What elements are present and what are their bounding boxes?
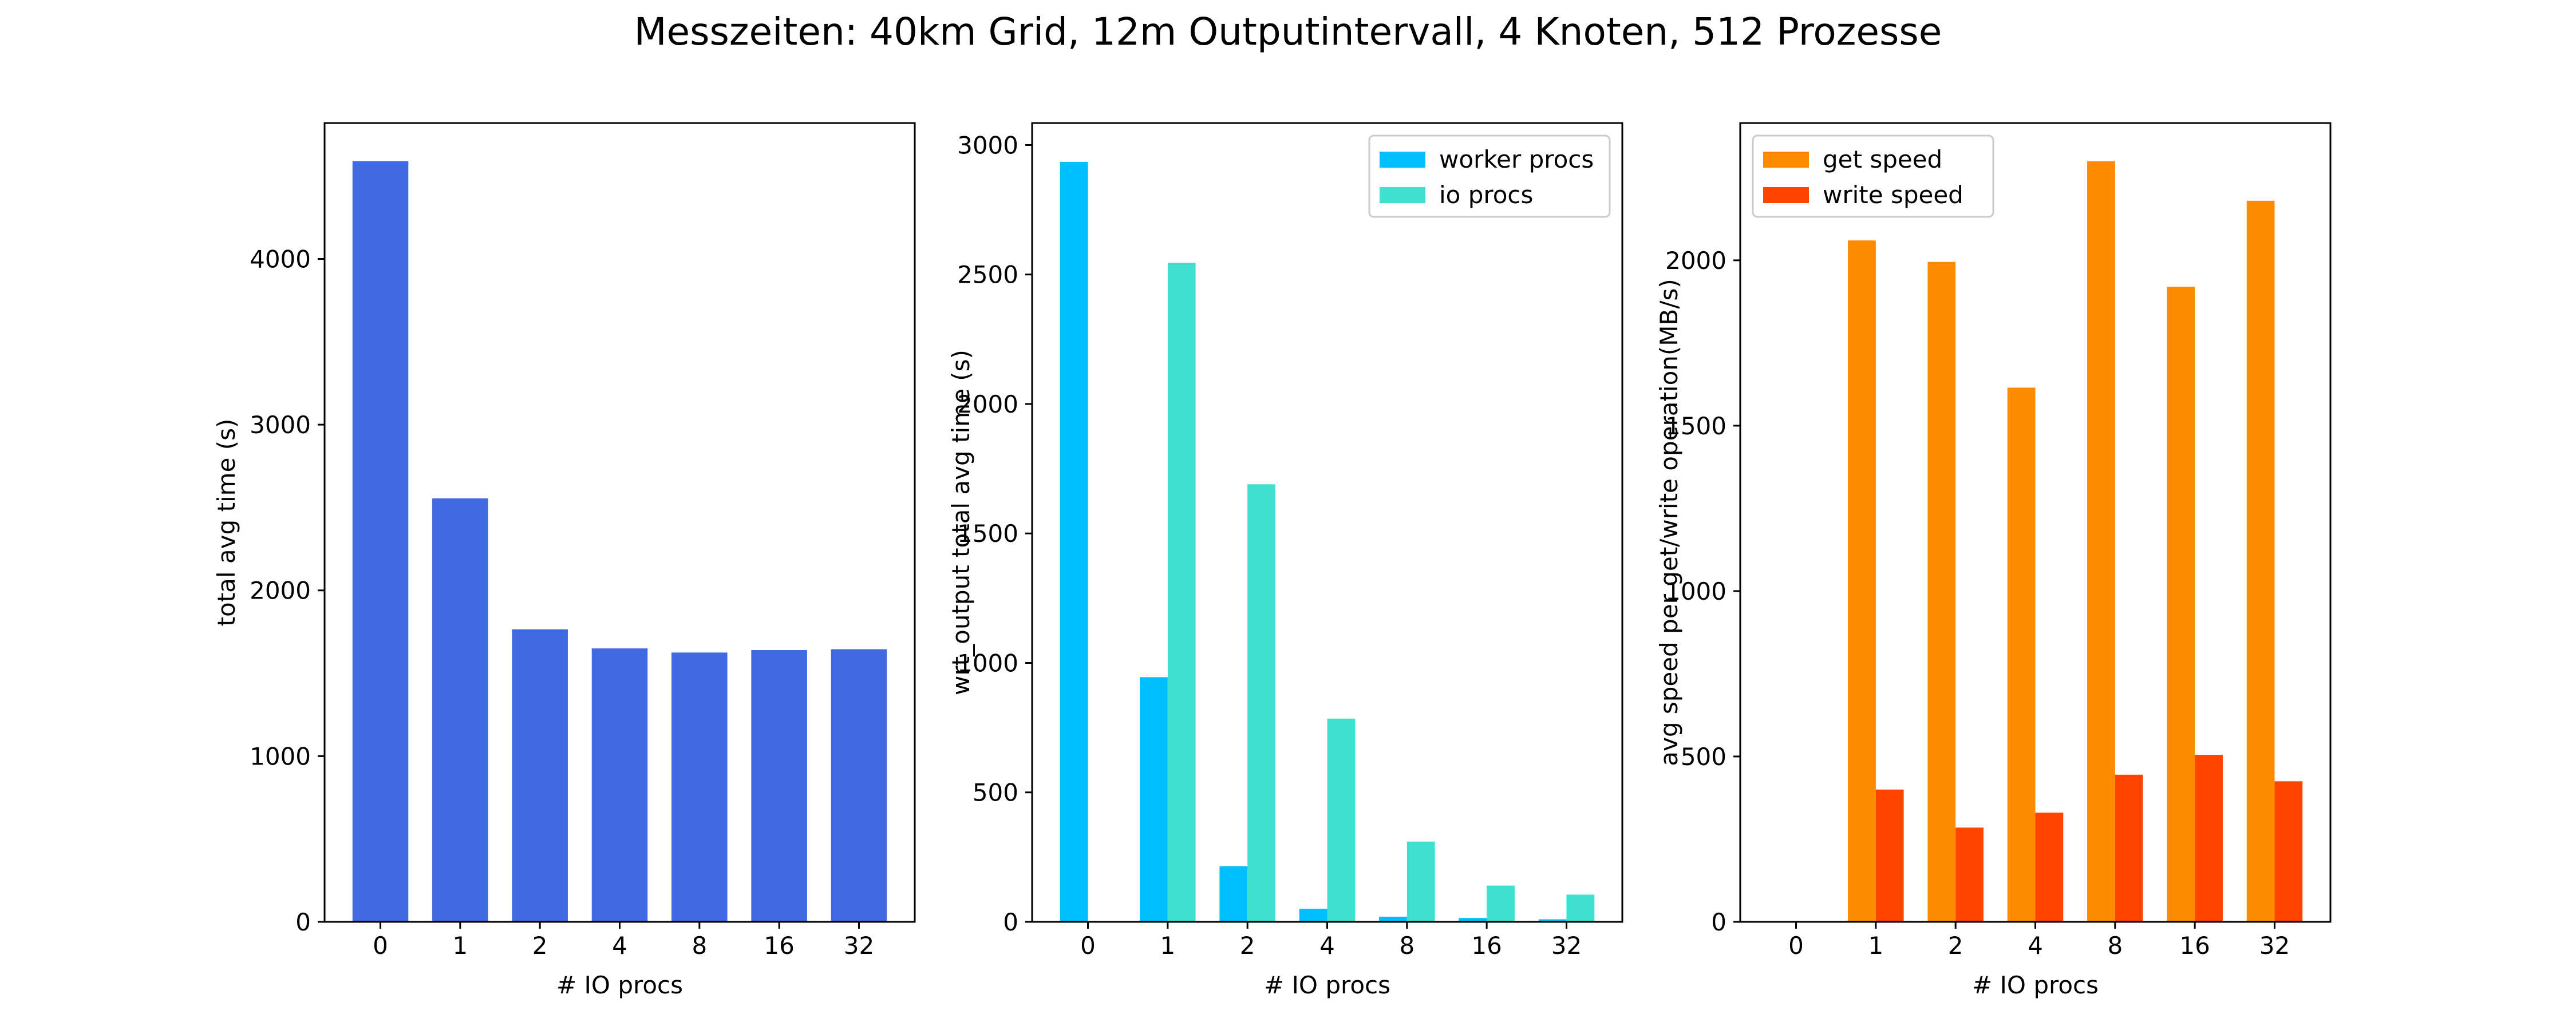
y-axis-label: avg speed per get/write operation(MB/s) xyxy=(1655,279,1683,766)
x-tick-label: 0 xyxy=(373,932,388,960)
bar-worker-procs-1 xyxy=(1140,677,1168,922)
x-tick-label: 16 xyxy=(1471,932,1502,960)
y-tick-label: 500 xyxy=(1681,743,1726,771)
y-tick-label: 500 xyxy=(973,779,1018,807)
x-tick-label: 4 xyxy=(1319,932,1335,960)
bar-write-speed-16 xyxy=(2195,755,2223,922)
x-tick-label: 32 xyxy=(844,932,874,960)
bar-value-16 xyxy=(751,650,807,922)
legend-label: get speed xyxy=(1823,145,1942,173)
x-tick-label: 1 xyxy=(1868,932,1883,960)
bar-value-1 xyxy=(432,498,488,922)
bar-write-speed-8 xyxy=(2115,774,2143,922)
legend-swatch xyxy=(1763,187,1809,203)
legend-frame xyxy=(1368,134,1611,218)
bar-get-speed-32 xyxy=(2246,200,2275,922)
bar-io-procs-1 xyxy=(1167,263,1196,922)
x-tick-label: 2 xyxy=(532,932,548,960)
y-tick-label: 2000 xyxy=(250,577,311,605)
bar-io-procs-4 xyxy=(1327,718,1356,922)
bar-get-speed-4 xyxy=(2007,387,2036,922)
bar-worker-procs-8 xyxy=(1379,916,1407,922)
x-tick-label: 4 xyxy=(2028,932,2043,960)
bar-get-speed-1 xyxy=(1848,240,1876,922)
legend-frame xyxy=(1752,134,1994,218)
legend-swatch xyxy=(1380,152,1425,168)
bar-worker-procs-16 xyxy=(1459,918,1487,922)
y-tick-label: 0 xyxy=(1003,908,1018,936)
bar-worker-procs-2 xyxy=(1219,866,1248,922)
legend-label: worker procs xyxy=(1439,145,1594,173)
bar-value-2 xyxy=(512,629,568,922)
y-tick-label: 1000 xyxy=(250,742,311,770)
bar-io-procs-8 xyxy=(1406,841,1435,922)
x-tick-label: 0 xyxy=(1080,932,1096,960)
x-tick-label: 16 xyxy=(764,932,794,960)
y-tick-label: 4000 xyxy=(250,245,311,273)
y-tick-label: 3000 xyxy=(250,411,311,439)
bar-write-speed-32 xyxy=(2274,781,2303,922)
bar-write-speed-4 xyxy=(2035,813,2064,922)
legend-swatch xyxy=(1380,187,1425,203)
x-tick-label: 1 xyxy=(1160,932,1175,960)
bar-value-32 xyxy=(831,649,887,922)
x-tick-label: 8 xyxy=(2107,932,2123,960)
chart-panel-1: 0 1 2 4 8 16 32 0 1000 2000 3000 4000 # IO procs tota… xyxy=(212,122,916,999)
x-tick-label: 1 xyxy=(452,932,468,960)
x-tick-label: 2 xyxy=(1240,932,1255,960)
y-tick-label: 1500 xyxy=(957,520,1018,548)
x-tick-label: 8 xyxy=(1399,932,1415,960)
x-axis-label: # IO procs xyxy=(1264,971,1390,999)
x-axis-label: # IO procs xyxy=(556,971,683,999)
legend: get speed write speed xyxy=(1752,134,1994,218)
y-tick-label: 0 xyxy=(1711,908,1726,936)
bar-write-speed-1 xyxy=(1875,789,1904,922)
y-tick-label: 2000 xyxy=(1665,247,1726,275)
x-tick-label: 32 xyxy=(2259,932,2290,960)
x-tick-label: 0 xyxy=(1788,932,1804,960)
figure-title: Messzeiten: 40km Grid, 12m Outputinterva… xyxy=(634,10,1942,54)
y-tick-label: 1000 xyxy=(1665,577,1726,605)
x-axis-label: # IO procs xyxy=(1972,971,2099,999)
y-tick-label: 3000 xyxy=(957,131,1018,159)
y-tick-label: 2500 xyxy=(957,261,1018,289)
bar-value-0 xyxy=(352,161,409,922)
bar-worker-procs-0 xyxy=(1060,161,1088,922)
bar-io-procs-32 xyxy=(1566,894,1595,922)
y-tick-label: 1500 xyxy=(1665,412,1726,440)
x-tick-label: 4 xyxy=(612,932,627,960)
x-tick-label: 2 xyxy=(1948,932,1963,960)
x-tick-label: 32 xyxy=(1551,932,1582,960)
x-tick-label: 8 xyxy=(692,932,707,960)
legend-label: io procs xyxy=(1439,181,1533,209)
bar-io-procs-16 xyxy=(1487,885,1515,922)
bar-get-speed-16 xyxy=(2167,287,2195,922)
bar-worker-procs-32 xyxy=(1538,919,1567,922)
bar-io-procs-2 xyxy=(1247,484,1275,922)
legend-label: write speed xyxy=(1823,181,1963,209)
chart-panel-3: 0 1 2 4 8 16 32 0 500 1000 1500 2000 # IO procs avg s… xyxy=(1655,122,2332,999)
chart-panel-2: 0 1 2 4 8 16 32 0 500 1000 1500 2000 2500 3000 # IO pr… xyxy=(947,122,1623,999)
legend: worker procs io procs xyxy=(1368,134,1611,218)
y-axis-label: wrt_output total avg time (s) xyxy=(947,350,975,695)
y-tick-label: 0 xyxy=(295,908,311,936)
x-tick-label: 16 xyxy=(2179,932,2210,960)
y-tick-label: 2000 xyxy=(957,390,1018,418)
bar-get-speed-2 xyxy=(1927,262,1956,922)
bar-value-8 xyxy=(671,652,728,922)
y-tick-label: 1000 xyxy=(957,649,1018,677)
bar-worker-procs-4 xyxy=(1299,909,1327,922)
legend-swatch xyxy=(1763,152,1809,168)
bar-get-speed-8 xyxy=(2087,161,2115,922)
bar-write-speed-2 xyxy=(1955,827,1984,922)
y-axis-label: total avg time (s) xyxy=(212,419,240,627)
bar-value-4 xyxy=(591,648,648,922)
